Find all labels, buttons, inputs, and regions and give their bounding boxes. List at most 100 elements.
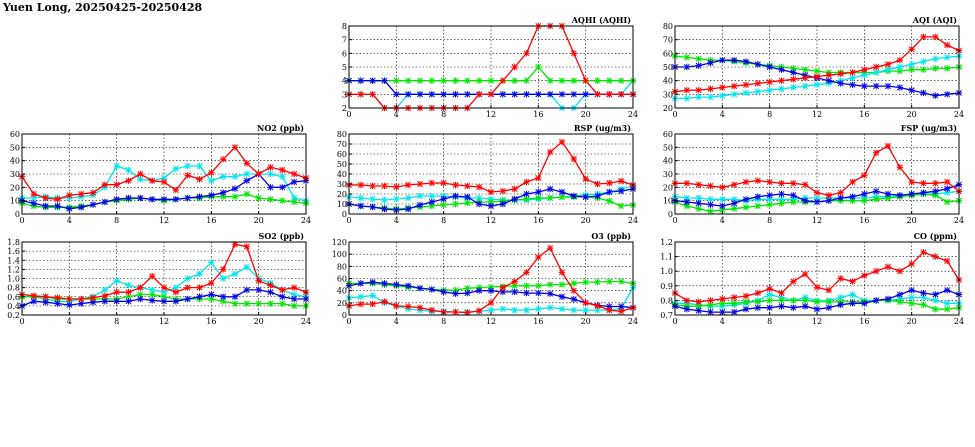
data-point [742, 204, 750, 211]
data-point [558, 77, 566, 84]
data-point [932, 297, 939, 304]
data-point [428, 202, 436, 210]
data-point [440, 77, 447, 84]
series-blue [18, 286, 310, 310]
data-point [523, 50, 530, 57]
data-point [884, 66, 892, 73]
x-tick-label: 16 [206, 317, 216, 326]
chart-panel: 0 4 8 12 16 20 24 0.20.40.60.81.01.21.41.61.8 SO… [7, 231, 311, 326]
data-point [707, 297, 714, 304]
data-point [932, 55, 939, 62]
data-point [683, 297, 691, 304]
data-point [475, 183, 483, 191]
data-point [196, 193, 203, 200]
data-point [932, 253, 939, 260]
data-point [546, 244, 554, 252]
x-tick-label: 16 [206, 216, 216, 225]
data-point [754, 61, 762, 68]
data-point [393, 281, 400, 288]
data-point [920, 189, 927, 196]
data-point [499, 187, 507, 195]
data-point [896, 291, 904, 298]
y-tick-label: 20 [337, 299, 347, 308]
data-point [535, 91, 542, 98]
data-point [125, 282, 132, 289]
x-tick-label: 8 [441, 216, 446, 225]
data-point [208, 295, 215, 303]
data-point [872, 82, 880, 90]
y-tick-label: 0.4 [7, 302, 20, 311]
data-point [137, 295, 144, 303]
x-tick-label: 0 [346, 216, 351, 225]
y-tick-label: 0 [342, 311, 347, 320]
y-tick-label: 60 [663, 130, 673, 139]
data-point [428, 192, 436, 200]
data-point [606, 306, 613, 314]
x-tick-label: 0 [672, 216, 677, 225]
data-point [77, 295, 85, 303]
data-point [416, 192, 424, 200]
data-point [89, 201, 97, 208]
data-point [861, 300, 868, 307]
data-point [148, 177, 156, 184]
data-point [125, 288, 132, 296]
data-point [825, 286, 833, 294]
data-point [920, 66, 927, 73]
data-point [137, 194, 144, 202]
data-point [184, 162, 191, 170]
data-point [730, 294, 738, 301]
data-point [683, 87, 691, 94]
data-point [943, 189, 951, 196]
data-point [184, 194, 191, 202]
data-point [231, 173, 239, 180]
data-point [813, 67, 821, 75]
data-point [801, 297, 809, 304]
data-point [511, 306, 518, 314]
data-point [219, 298, 227, 305]
data-point [546, 281, 554, 288]
data-point [754, 304, 762, 311]
chart-panel: 0 4 8 12 16 20 24 20 30 40 50 60 70 80 AQI (AQI) [663, 15, 964, 119]
data-point [594, 91, 601, 98]
data-point [683, 194, 691, 202]
data-point [558, 269, 566, 276]
data-point [754, 298, 762, 306]
y-tick-label: 1.2 [7, 265, 20, 274]
data-point [742, 292, 750, 300]
data-point [908, 66, 915, 73]
data-point [837, 189, 844, 196]
data-point [172, 165, 180, 172]
data-point [487, 91, 495, 98]
y-tick-label: 0.7 [660, 311, 673, 320]
data-point [617, 187, 625, 195]
data-point [872, 63, 880, 71]
x-tick-label: 4 [720, 110, 725, 119]
data-point [243, 177, 251, 184]
data-point [683, 95, 691, 102]
data-point [558, 193, 566, 201]
x-tick-label: 4 [67, 216, 72, 225]
y-tick-label: 20 [663, 183, 673, 192]
data-point [896, 192, 904, 199]
data-point [393, 195, 400, 203]
data-point [695, 62, 702, 69]
data-point [357, 300, 365, 308]
data-point [861, 197, 868, 204]
data-point [849, 291, 856, 298]
data-point [570, 77, 578, 84]
data-point [730, 91, 738, 98]
data-point [943, 300, 951, 307]
y-tick-label: 80 [663, 22, 673, 31]
data-point [707, 85, 714, 93]
series-red [671, 142, 963, 199]
data-point [243, 190, 251, 198]
data-point [813, 194, 821, 202]
data-point [428, 179, 436, 187]
y-tick-label: 20 [663, 104, 673, 113]
data-point [113, 288, 120, 296]
data-point [825, 197, 833, 204]
data-point [475, 200, 483, 208]
data-point [381, 205, 388, 213]
data-point [908, 178, 915, 186]
